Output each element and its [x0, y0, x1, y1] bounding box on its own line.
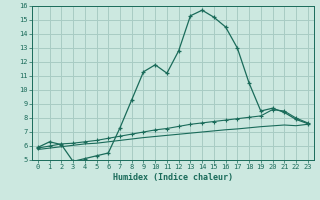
X-axis label: Humidex (Indice chaleur): Humidex (Indice chaleur): [113, 173, 233, 182]
